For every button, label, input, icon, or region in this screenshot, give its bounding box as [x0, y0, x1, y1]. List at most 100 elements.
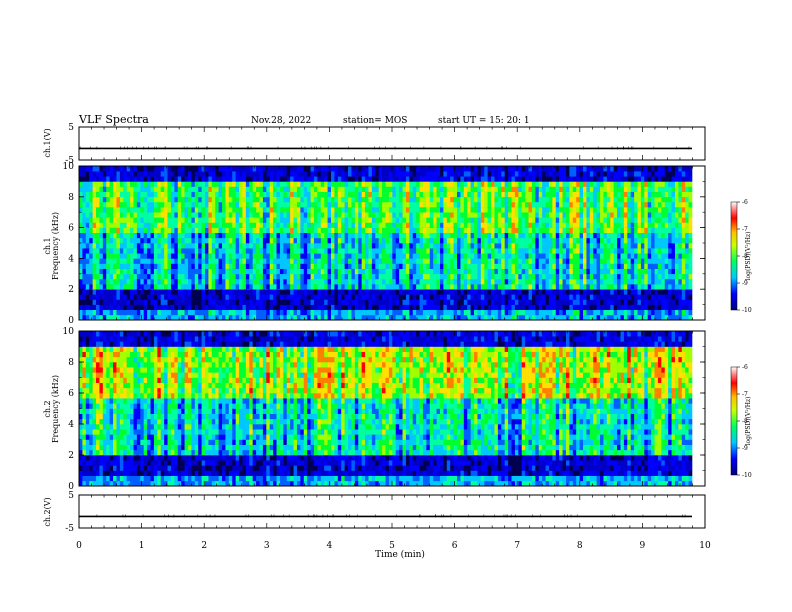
spectrogram-cell — [610, 166, 614, 172]
spectrogram-cell — [412, 284, 417, 290]
spectrogram-cell — [419, 299, 424, 305]
spectrogram-cell — [559, 253, 563, 259]
spectrogram-cell — [453, 196, 458, 203]
spectrogram-cell — [450, 309, 454, 316]
spectrogram-cell — [453, 237, 458, 244]
spectrogram-cell — [429, 278, 434, 285]
spectrogram-cell — [508, 278, 512, 285]
spectrogram-cell — [613, 243, 618, 249]
spectrogram-cell — [187, 196, 192, 203]
spectrogram-cell — [133, 258, 138, 264]
spectrogram-cell — [283, 248, 288, 254]
spectrogram-cell — [351, 171, 356, 177]
spectrogram-cell — [249, 253, 253, 259]
spectrogram-cell — [296, 263, 301, 269]
spectrogram-cell — [399, 248, 403, 254]
spectrogram-cell — [497, 278, 502, 285]
spectrogram-cell — [96, 166, 100, 172]
spectrogram-cell — [412, 299, 417, 305]
spectrogram-cell — [518, 304, 523, 311]
spectrogram-cell — [194, 227, 199, 234]
spectrogram-cell — [436, 207, 441, 213]
spectrogram-cell — [422, 186, 427, 192]
spectrogram-cell — [388, 196, 393, 203]
spectrogram-cell — [617, 217, 621, 223]
spectrogram-cell — [266, 166, 271, 172]
spectrogram-cell — [457, 289, 461, 295]
spectrogram-cell — [484, 314, 488, 321]
spectrogram-cell — [565, 263, 570, 269]
spectrogram-cell — [218, 166, 223, 172]
spectrogram-cell — [565, 171, 570, 177]
spectrogram-cell — [412, 176, 417, 182]
spectrogram-cell — [181, 243, 185, 249]
spectrogram-cell — [617, 191, 621, 198]
spectrogram-cell — [583, 201, 587, 208]
spectrogram-cell — [324, 232, 328, 239]
spectrogram-cell — [279, 284, 284, 290]
spectrogram-cell — [324, 176, 328, 182]
spectrogram-cell — [119, 212, 124, 218]
spectrogram-cell — [416, 299, 420, 305]
spectrogram-cell — [351, 263, 356, 269]
spectrogram-cell — [535, 237, 540, 244]
spectrogram-cell — [361, 227, 366, 234]
spectrogram-cell — [542, 186, 546, 192]
spectrogram-cell — [579, 171, 584, 177]
spectrogram-cell — [422, 253, 427, 259]
spectrogram-cell — [457, 314, 461, 321]
spectrogram-cell — [218, 222, 223, 228]
spectrogram-cell — [194, 289, 199, 295]
spectrogram-cell — [283, 171, 288, 177]
spectrogram-cell — [109, 299, 114, 305]
spectrogram-cell — [320, 243, 325, 249]
spectrogram-cell — [439, 299, 444, 305]
spectrogram-cell — [521, 258, 526, 264]
spectrogram-cell — [405, 289, 410, 295]
spectrogram-cell — [140, 227, 145, 234]
spectrogram-cell — [634, 196, 638, 203]
spectrogram-cell — [157, 232, 162, 239]
spectrogram-cell — [593, 176, 597, 182]
spectrogram-cell — [511, 217, 516, 223]
spectrogram-cell — [443, 284, 448, 290]
spectrogram-cell — [96, 176, 100, 182]
spectrogram-cell — [409, 243, 414, 249]
spectrogram-cell — [228, 289, 233, 295]
spectrogram-cell — [593, 196, 597, 203]
spectrogram-cell — [133, 237, 138, 244]
figure-title: VLF Spectra — [78, 113, 149, 126]
spectrogram-cell — [450, 207, 454, 213]
spectrogram-cell — [228, 196, 233, 203]
spectrogram-cell — [545, 273, 550, 280]
spectrogram-cell — [208, 201, 213, 208]
spectrogram-cell — [589, 166, 594, 172]
spectrogram-cell — [603, 309, 608, 316]
spectrogram-cell — [82, 268, 87, 275]
spectrogram-cell — [89, 248, 93, 254]
spectrogram-cell — [589, 268, 594, 275]
spectrogram-cell — [627, 201, 631, 208]
spectrogram-cell — [470, 166, 475, 172]
spectrogram-cell — [201, 263, 206, 269]
spectrogram-cell — [542, 243, 546, 249]
spectrogram-cell — [463, 248, 468, 254]
spectrogram-cell — [446, 201, 451, 208]
spectrogram-cell — [450, 181, 454, 187]
spectrogram-cell — [484, 289, 488, 295]
spectrogram-cell — [205, 217, 209, 223]
spectrogram-cell — [324, 201, 328, 208]
spectrogram-cell — [480, 258, 485, 264]
spectrogram-cell — [348, 207, 352, 213]
spectrogram-cell — [392, 186, 397, 192]
spectrogram-cell — [467, 273, 471, 280]
spectrogram-cell — [416, 166, 420, 172]
spectrogram-cell — [82, 186, 87, 192]
spectrogram-cell — [463, 176, 468, 182]
spectrogram-cell — [640, 207, 645, 213]
spectrogram-cell — [416, 227, 420, 234]
spectrogram-cell — [637, 186, 642, 192]
spectrogram-cell — [368, 284, 373, 290]
spectrogram-cell — [119, 171, 124, 177]
spectrogram-cell — [596, 284, 601, 290]
